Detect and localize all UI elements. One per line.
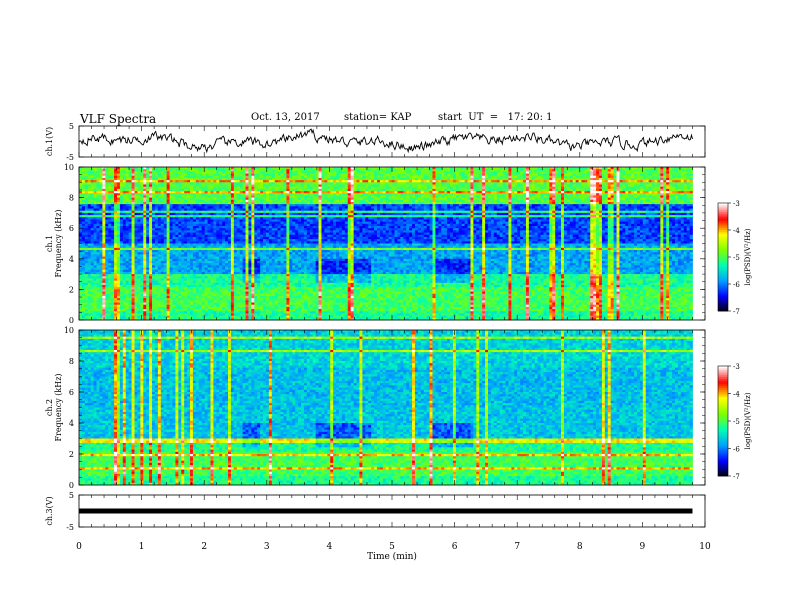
y-tick-label: -5 xyxy=(66,153,74,162)
ch1-waveform-line xyxy=(79,129,693,152)
y-tick-label: 5 xyxy=(69,122,74,131)
ch1-waveform-panel: 5 -5 ch.1(V) xyxy=(45,122,705,162)
y-axis-label: ch.1(V) xyxy=(45,127,54,156)
